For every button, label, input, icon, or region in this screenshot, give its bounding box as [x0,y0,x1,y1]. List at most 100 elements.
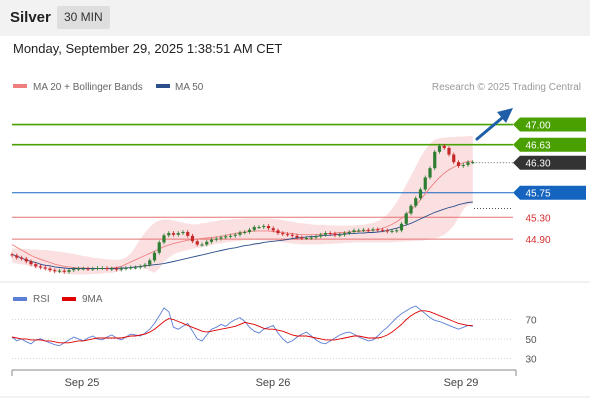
candle-body [143,264,147,267]
last-price-label: 46.30 [525,159,550,170]
level-badge-bg [513,117,586,132]
candle-body [91,268,95,270]
candle-body [314,236,318,238]
level-label-45-30: 45.30 [525,213,550,224]
credit-text: Research © 2025 Trading Central [432,82,581,93]
candle-body [53,270,57,272]
candle-body [385,230,389,232]
candle-body [43,267,47,269]
candle-body [138,266,142,268]
level-badge-45-75: 45.75 [513,185,586,200]
candle-body [437,145,442,152]
candle-body [399,223,404,231]
legend-swatch-ma50 [156,84,170,88]
timestamp: Monday, September 29, 2025 1:38:51 AM CE… [13,41,283,56]
x-tick-label: Sep 26 [256,377,291,389]
price-legend: MA 20 + Bollinger Bands MA 50 Research © 2… [13,82,581,93]
candle-body [34,264,38,267]
candle-body [114,268,119,270]
candle-body [29,261,33,265]
candle-body [328,233,332,235]
candle-body [38,266,43,268]
candle-body [214,238,218,240]
candle-body [376,229,380,231]
rsi-line [11,305,473,347]
rsi-tick-30: 30 [525,354,537,365]
candle-body [380,229,385,231]
level-label-47-00: 47.00 [525,121,550,132]
candle-body [76,268,81,270]
candle-body [257,227,261,229]
arrow-shaft [475,116,504,141]
candle-body [129,267,133,269]
candle-body [176,233,180,235]
candle-body [195,241,199,245]
candle-body [171,233,176,235]
candle-body [366,229,370,231]
candle-body [186,232,190,236]
candle-body [238,232,242,235]
rsi-tick-70: 70 [525,316,537,327]
candle-body [233,234,237,236]
candle-body [304,238,309,239]
candle-body [271,228,275,231]
candle-body [19,257,24,259]
level-badge-46-63: 46.63 [513,137,586,152]
candle-body [67,270,71,272]
candle-body [295,235,299,238]
level-label-45-75: 45.75 [525,189,550,200]
arrow-head [497,108,513,123]
candle-body [95,268,100,269]
last-price-badge: 46.30 [513,155,586,170]
candle-body [319,234,323,237]
candle-body [266,226,271,229]
candle-body [433,151,437,169]
legend-label-ma20: MA 20 + Bollinger Bands [33,82,143,93]
rsi-tick-50: 50 [525,335,537,346]
candle-body [10,254,14,256]
rsi-legend: RSI 9MA [13,294,103,305]
candle-body [300,237,304,239]
candle-body [252,227,256,230]
candle-body [338,234,342,236]
level-badge-47-00: 47.00 [513,117,586,132]
level-label-46-63: 46.63 [525,141,550,152]
candle-body [72,269,76,271]
candle-body [357,230,361,232]
candle-body [119,268,123,270]
timeframe-button[interactable]: 30 MIN [57,6,110,29]
x-tick-label: Sep 25 [65,377,100,389]
candle-body [86,268,90,270]
candle-body [48,268,52,271]
candle-body [466,162,470,165]
candle-body [323,233,328,235]
candle-body [15,255,19,258]
candle-body [395,230,399,232]
forecast-arrow [475,108,513,141]
candle-body [124,268,128,269]
candle-body [276,230,280,234]
candle-body [442,145,446,148]
candle-body [105,268,109,270]
candle-body [447,148,451,155]
candle-body [456,162,461,166]
legend-swatch-ma20 [13,84,27,88]
legend-label-ma50: MA 50 [175,82,204,93]
candle-body [309,237,313,239]
candle-body [352,230,356,232]
candle-body [228,235,233,237]
instrument-title: Silver [10,9,51,26]
candle-body [285,234,290,236]
rsi-ma-line [11,310,473,344]
candle-body [167,233,171,236]
candle-body [133,267,138,269]
candle-body [361,229,366,231]
candle-body [461,164,465,166]
candle-body [62,270,66,272]
candle-body [110,268,114,270]
legend-label-9ma: 9MA [82,294,103,305]
candle-body [404,213,408,224]
candle-body [333,233,337,236]
legend-swatch-9ma [62,297,76,301]
